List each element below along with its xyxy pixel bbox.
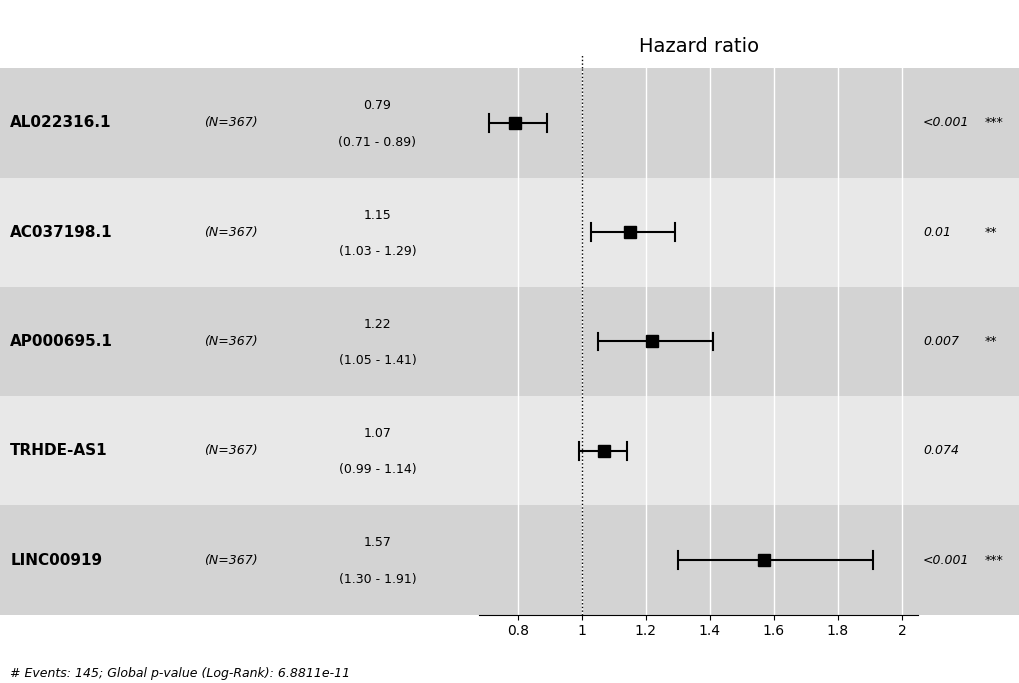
- Text: (1.30 - 1.91): (1.30 - 1.91): [338, 572, 416, 586]
- Bar: [917, 178, 1019, 287]
- Bar: [479, 287, 917, 396]
- Bar: [0, 178, 479, 287]
- Bar: [917, 287, 1019, 396]
- Text: 0.007: 0.007: [922, 335, 958, 348]
- Text: 1.15: 1.15: [363, 208, 391, 222]
- Bar: [917, 505, 1019, 615]
- Text: AL022316.1: AL022316.1: [10, 115, 112, 130]
- Text: ***: ***: [983, 553, 1002, 567]
- Text: (N=367): (N=367): [204, 553, 258, 567]
- Text: (0.99 - 1.14): (0.99 - 1.14): [338, 463, 416, 477]
- Text: 1.57: 1.57: [363, 536, 391, 550]
- Text: LINC00919: LINC00919: [10, 553, 102, 568]
- Text: (0.71 - 0.89): (0.71 - 0.89): [338, 135, 416, 149]
- Bar: [0, 68, 479, 178]
- Text: (N=367): (N=367): [204, 444, 258, 458]
- Bar: [479, 505, 917, 615]
- Text: (N=367): (N=367): [204, 335, 258, 348]
- Text: <0.001: <0.001: [922, 553, 969, 567]
- Bar: [479, 68, 917, 178]
- Text: (N=367): (N=367): [204, 225, 258, 239]
- Bar: [0, 505, 479, 615]
- Text: **: **: [983, 335, 996, 348]
- Text: (N=367): (N=367): [204, 116, 258, 130]
- Bar: [917, 68, 1019, 178]
- Bar: [0, 287, 479, 396]
- Bar: [479, 178, 917, 287]
- Bar: [0, 396, 479, 505]
- Text: 1.22: 1.22: [363, 318, 391, 331]
- Text: AP000695.1: AP000695.1: [10, 334, 113, 349]
- Text: ***: ***: [983, 116, 1002, 130]
- Text: <0.001: <0.001: [922, 116, 969, 130]
- Text: 0.074: 0.074: [922, 444, 958, 458]
- Text: AC037198.1: AC037198.1: [10, 225, 113, 240]
- Text: AIC: 1456.13; Concordance Index: 0.67: AIC: 1456.13; Concordance Index: 0.67: [10, 682, 256, 683]
- Text: **: **: [983, 225, 996, 239]
- Text: TRHDE-AS1: TRHDE-AS1: [10, 443, 108, 458]
- Text: 0.79: 0.79: [363, 99, 391, 113]
- Text: (1.05 - 1.41): (1.05 - 1.41): [338, 354, 416, 367]
- Text: 1.07: 1.07: [363, 427, 391, 441]
- Text: 0.01: 0.01: [922, 225, 950, 239]
- Text: (1.03 - 1.29): (1.03 - 1.29): [338, 245, 416, 258]
- Title: Hazard ratio: Hazard ratio: [638, 37, 758, 55]
- Text: # Events: 145; Global p-value (Log-Rank): 6.8811e-11: # Events: 145; Global p-value (Log-Rank)…: [10, 667, 350, 680]
- Bar: [917, 396, 1019, 505]
- Bar: [479, 396, 917, 505]
